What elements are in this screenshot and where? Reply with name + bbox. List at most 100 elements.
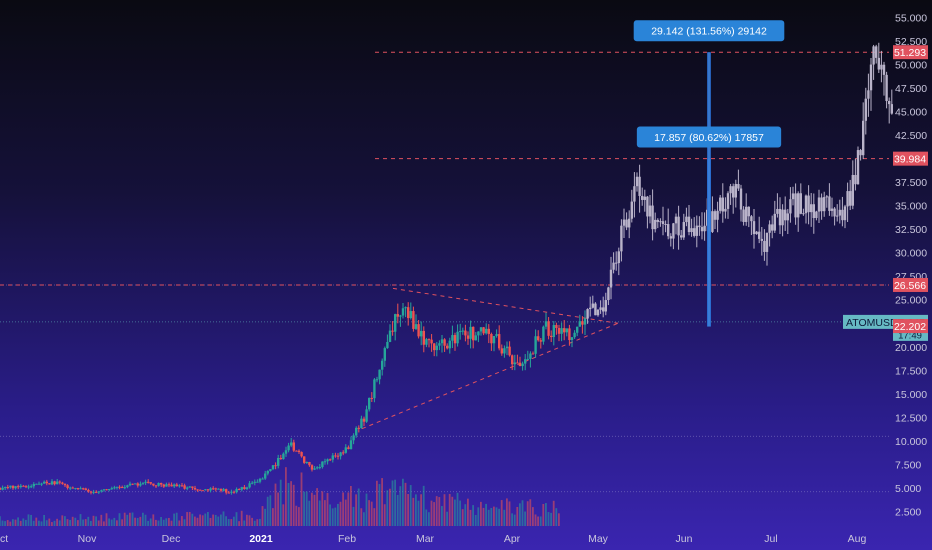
volume-bar [269, 495, 272, 526]
volume-bar [292, 484, 295, 526]
candle-body [888, 101, 891, 105]
volume-bar [259, 518, 261, 526]
volume-bar [344, 499, 347, 526]
level-lines [0, 51, 889, 286]
countdown-label: 17:49 [898, 330, 922, 341]
candle-body [71, 487, 74, 489]
price-tick-label: 7.500 [895, 459, 921, 471]
volume-bar [391, 480, 394, 526]
volume-bar [412, 497, 415, 526]
candle-body [9, 485, 12, 488]
volume-layer [0, 467, 560, 526]
volume-bar [451, 496, 454, 526]
volume-bar [490, 507, 493, 526]
candle-body [602, 307, 605, 312]
price-tick-label: 2.500 [895, 507, 921, 519]
volume-bar [290, 481, 292, 526]
candle-body [482, 327, 485, 334]
volume-bar [334, 507, 337, 526]
candle-body [492, 335, 496, 344]
volume-bar [110, 519, 113, 526]
candle-body [612, 262, 615, 270]
candle-body [128, 483, 132, 486]
candle-body [781, 209, 784, 226]
candle-body [35, 483, 38, 485]
volume-bar [300, 472, 303, 526]
time-tick-label: Dec [162, 533, 181, 545]
candle-body [734, 184, 737, 198]
volume-bar [240, 510, 243, 526]
volume-bar [196, 517, 199, 526]
candle-body [360, 418, 363, 429]
candle-body [134, 483, 137, 485]
volume-bar [324, 500, 326, 526]
candle-body [869, 64, 873, 91]
candle-body [565, 328, 568, 333]
candle-body [222, 489, 225, 491]
candle-body [713, 211, 717, 220]
time-tick-label: 2021 [249, 533, 273, 545]
candle-body [680, 235, 683, 238]
volume-bar [503, 509, 506, 526]
volume-bar [365, 493, 368, 526]
volume-bar [186, 512, 188, 526]
candle-body [628, 218, 631, 228]
candle-body [529, 353, 532, 359]
candle-body [825, 196, 828, 198]
volume-bar [376, 480, 378, 526]
volume-bar [282, 504, 285, 526]
time-tick-label: Apr [504, 533, 521, 545]
volume-bar [472, 505, 474, 526]
candle-body [695, 225, 698, 236]
price-level-label: 39.984 [894, 154, 926, 166]
candle-body [453, 335, 457, 344]
candle-body [238, 489, 241, 491]
candle-body [336, 455, 340, 457]
candle-body [352, 435, 355, 441]
candle-body [0, 487, 2, 490]
candle-body [880, 64, 883, 70]
volume-bar [277, 492, 279, 526]
volume-bar [383, 504, 386, 526]
measure-label-box [636, 126, 782, 148]
candle-body [505, 346, 509, 349]
volume-bar [217, 516, 220, 526]
volume-bar [149, 518, 152, 526]
candle-body [890, 104, 893, 114]
candle-body [321, 461, 324, 468]
candle-body [396, 314, 399, 317]
volume-bar [329, 504, 331, 526]
volume-bar [558, 513, 560, 526]
candle-body [596, 309, 600, 316]
volume-bar [394, 479, 396, 526]
time-axis-area[interactable] [0, 527, 889, 550]
volume-bar [9, 521, 12, 526]
candle-body [768, 224, 771, 233]
candle-body [17, 486, 20, 488]
candle-body [115, 486, 119, 488]
price-axis[interactable]: 2.500 5.000 7.500 10.000 12.500 15.000 17.500 2… [843, 0, 932, 550]
candle-body [685, 216, 688, 223]
candle-body [225, 489, 228, 493]
candle-body [615, 262, 618, 264]
volume-bar [550, 512, 552, 526]
candle-body [365, 409, 368, 422]
candle-body [739, 188, 743, 210]
candle-body [357, 427, 360, 429]
candle-body [11, 485, 15, 489]
candle-body [407, 307, 410, 319]
volume-bar [446, 511, 448, 526]
volume-bar [448, 493, 451, 526]
price-level-label: 22.202 [894, 321, 926, 333]
candle-body [24, 486, 28, 488]
time-tick-label: Jun [676, 533, 693, 545]
time-tick-label: Mar [416, 533, 435, 545]
volume-bar [433, 502, 435, 526]
volume-bar [14, 519, 17, 526]
time-axis[interactable]: ct Nov Dec 2021 Feb Mar Apr May Jun Jul Aug [0, 527, 889, 550]
volume-bar [30, 514, 32, 526]
candle-body [573, 332, 576, 338]
candle-body [160, 482, 163, 485]
candle-body [154, 485, 158, 487]
candle-body [1, 487, 4, 490]
